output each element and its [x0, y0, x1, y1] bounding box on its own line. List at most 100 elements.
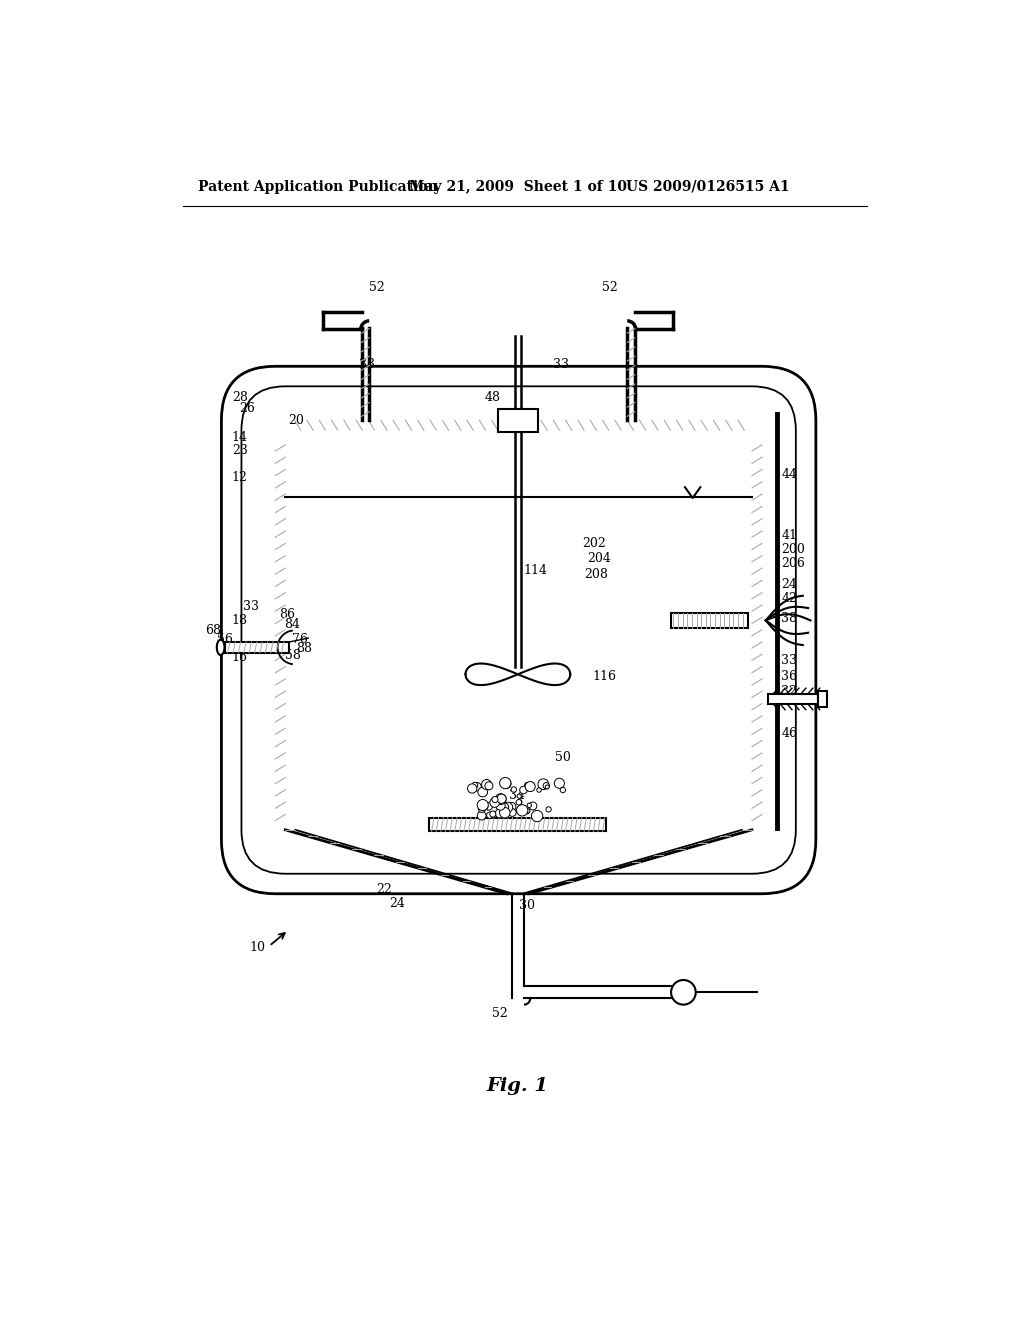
Circle shape — [484, 803, 493, 810]
Text: 84: 84 — [285, 618, 301, 631]
Circle shape — [546, 807, 551, 812]
Circle shape — [481, 780, 492, 789]
Circle shape — [477, 800, 488, 810]
Text: 86: 86 — [280, 607, 295, 620]
Circle shape — [496, 801, 505, 810]
Circle shape — [560, 787, 565, 793]
Text: 52: 52 — [370, 281, 385, 294]
Circle shape — [526, 783, 535, 789]
FancyBboxPatch shape — [221, 367, 816, 894]
Circle shape — [486, 812, 493, 818]
Text: 33: 33 — [781, 653, 798, 667]
Text: May 21, 2009  Sheet 1 of 10: May 21, 2009 Sheet 1 of 10 — [410, 180, 628, 194]
Circle shape — [472, 783, 478, 788]
Circle shape — [507, 803, 516, 810]
Text: 10: 10 — [249, 941, 265, 954]
Bar — [768, 693, 818, 705]
Text: 206: 206 — [781, 557, 805, 570]
Text: 52: 52 — [602, 281, 617, 294]
Text: 116: 116 — [593, 671, 616, 684]
Circle shape — [529, 803, 537, 810]
Circle shape — [516, 805, 527, 816]
Circle shape — [503, 803, 513, 813]
Circle shape — [489, 797, 500, 808]
Text: 200: 200 — [781, 543, 805, 556]
Text: 52: 52 — [493, 1007, 508, 1019]
Text: 14: 14 — [231, 430, 248, 444]
Polygon shape — [295, 830, 742, 894]
Text: 50: 50 — [555, 751, 571, 764]
Circle shape — [500, 777, 511, 789]
Circle shape — [524, 809, 529, 814]
Text: 38: 38 — [781, 612, 798, 626]
Text: 24: 24 — [781, 578, 797, 591]
Circle shape — [502, 779, 511, 788]
Text: 208: 208 — [584, 568, 608, 581]
Text: 12: 12 — [231, 471, 248, 484]
Circle shape — [671, 979, 695, 1005]
Bar — [225, 642, 289, 653]
Bar — [671, 612, 749, 628]
Circle shape — [481, 804, 487, 810]
Circle shape — [478, 787, 487, 797]
Text: 24: 24 — [389, 898, 404, 911]
Text: 114: 114 — [523, 564, 547, 577]
Text: 22: 22 — [377, 883, 392, 896]
Bar — [429, 817, 606, 832]
Text: 28: 28 — [231, 391, 248, 404]
Circle shape — [516, 800, 521, 805]
Circle shape — [517, 795, 521, 799]
Text: 33: 33 — [359, 358, 375, 371]
Text: 18: 18 — [231, 614, 248, 627]
Circle shape — [531, 810, 543, 821]
Text: 23: 23 — [231, 445, 248, 458]
Bar — [818, 692, 827, 706]
Circle shape — [496, 793, 506, 805]
Bar — [498, 409, 538, 432]
Circle shape — [500, 808, 510, 818]
Circle shape — [492, 796, 498, 803]
Text: 34: 34 — [509, 789, 525, 803]
Text: 76: 76 — [292, 634, 308, 647]
Text: 36: 36 — [781, 671, 798, 684]
Circle shape — [485, 781, 493, 789]
Text: 40: 40 — [454, 818, 469, 832]
Ellipse shape — [217, 640, 224, 655]
Circle shape — [518, 800, 522, 804]
Circle shape — [525, 809, 530, 813]
Text: Fig. 1: Fig. 1 — [486, 1077, 549, 1096]
Text: 30: 30 — [519, 899, 536, 912]
Text: 56: 56 — [217, 634, 233, 647]
Text: Patent Application Publication: Patent Application Publication — [199, 180, 438, 194]
Text: 41: 41 — [781, 529, 798, 543]
Text: US 2009/0126515 A1: US 2009/0126515 A1 — [626, 180, 790, 194]
Circle shape — [509, 809, 516, 816]
Text: 202: 202 — [582, 537, 605, 550]
Circle shape — [511, 787, 516, 792]
Circle shape — [477, 812, 486, 820]
Circle shape — [537, 788, 542, 792]
Text: 88: 88 — [296, 643, 312, 656]
Text: 26: 26 — [240, 403, 255, 416]
Circle shape — [538, 779, 549, 789]
Text: 48: 48 — [484, 391, 501, 404]
Text: 46: 46 — [781, 727, 798, 741]
Text: 32: 32 — [781, 685, 797, 698]
Text: 16: 16 — [231, 651, 248, 664]
Text: 44: 44 — [781, 467, 798, 480]
Circle shape — [543, 783, 550, 789]
Circle shape — [501, 803, 509, 810]
Circle shape — [497, 795, 506, 804]
Text: 20: 20 — [289, 413, 304, 426]
Circle shape — [525, 781, 536, 792]
Circle shape — [496, 809, 505, 818]
Circle shape — [527, 803, 531, 808]
Circle shape — [473, 783, 481, 791]
Circle shape — [520, 787, 527, 793]
Circle shape — [546, 785, 549, 789]
Circle shape — [482, 787, 486, 791]
Text: 68: 68 — [206, 624, 221, 638]
Circle shape — [468, 784, 477, 793]
Text: 42: 42 — [781, 593, 797, 606]
Text: 204: 204 — [587, 552, 611, 565]
